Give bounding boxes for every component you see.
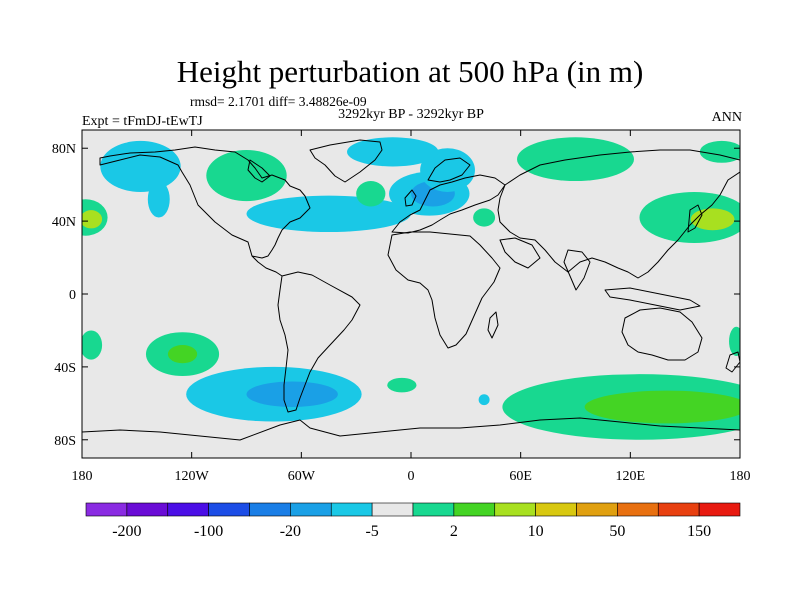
anomaly-region <box>246 381 338 407</box>
lon-tick-label: 120E <box>616 469 646 484</box>
colorbar-swatch <box>85 502 128 517</box>
colorbar-swatch <box>617 502 659 517</box>
lat-tick-label: 0 <box>69 288 76 303</box>
south-america-coast <box>277 271 361 413</box>
colorbar-label: -5 <box>365 523 378 540</box>
season-label: ANN <box>712 110 742 125</box>
colorbar-swatch <box>657 502 700 517</box>
stats-label: rmsd= 2.1701 diff= 3.48826e-09 <box>190 94 367 109</box>
lat-tick-label: 80N <box>52 142 76 157</box>
lat-tick-label: 40S <box>54 361 76 376</box>
lat-tick-label: 40N <box>52 215 76 230</box>
colorbar-swatch <box>494 502 536 517</box>
anomaly-region <box>584 390 740 424</box>
colorbar-swatch <box>453 502 496 517</box>
madagascar-coast <box>487 311 499 339</box>
colorbar-swatch <box>249 502 291 517</box>
anomaly-region <box>100 140 181 192</box>
asia-coast <box>497 149 740 279</box>
anomaly-region <box>167 345 198 364</box>
anomaly-region <box>517 137 634 182</box>
australia-coast <box>621 307 703 361</box>
central-america-coast <box>251 255 283 277</box>
colorbar-swatch <box>208 502 250 517</box>
anomaly-region <box>356 181 386 207</box>
british-isles-coast <box>404 189 417 207</box>
anomaly-region <box>147 181 170 218</box>
colorbar-label: 10 <box>528 523 544 540</box>
europe-coast <box>391 174 506 234</box>
colorbar-swatch <box>126 502 169 517</box>
japan-coast <box>687 204 703 233</box>
colorbar-swatch <box>412 502 455 517</box>
anomaly-region <box>478 394 490 406</box>
axis-layer: 180 120W 60W 0 60E 120E 180 80N 40N 0 40S 80S <box>52 130 751 484</box>
colorbar-swatch <box>330 502 373 517</box>
lon-tick-label: 180 <box>72 469 93 484</box>
anomaly-region <box>206 150 287 202</box>
colorbar-swatch <box>698 502 741 517</box>
colorbar-swatch <box>290 502 332 517</box>
colorbar-swatch <box>371 502 414 517</box>
colorbar-label: -100 <box>194 523 223 540</box>
scandinavia-coast <box>427 157 471 183</box>
anomaly-region <box>246 195 411 233</box>
anomaly-region <box>82 330 103 360</box>
coastlines <box>82 139 740 441</box>
lon-tick-label: 120W <box>175 469 210 484</box>
experiment-label: Expt = tFmDJ-tEwTJ <box>82 114 203 129</box>
greenland-coast <box>309 139 383 183</box>
anomaly-region <box>82 210 103 229</box>
africa-coast <box>387 231 501 349</box>
arabia-coast <box>499 237 541 269</box>
lon-tick-label: 60E <box>509 469 532 484</box>
colorbar-swatch <box>167 502 209 517</box>
anomaly-region <box>729 326 740 356</box>
antarctica-coast <box>82 417 740 441</box>
north-america-coast <box>99 146 311 259</box>
lat-tick-label: 80S <box>54 434 76 449</box>
lon-tick-label: 0 <box>408 469 415 484</box>
anomaly-region <box>690 208 735 231</box>
colorbar-swatch <box>576 502 618 517</box>
colorbar-label: 150 <box>687 523 711 540</box>
colorbar-label: 50 <box>609 523 625 540</box>
indonesia-coast <box>604 287 701 311</box>
anomaly-region <box>473 208 496 227</box>
colorbar: -200 -100 -20 -5 2 10 50 150 <box>85 502 741 540</box>
hudson-bay-coast <box>247 159 271 183</box>
colorbar-label: 2 <box>450 523 458 540</box>
anomaly-region <box>387 377 417 393</box>
colorbar-label: -20 <box>280 523 301 540</box>
period-label: 3292kyr BP - 3292kyr BP <box>338 107 484 122</box>
lon-tick-label: 60W <box>288 469 316 484</box>
colorbar-label: -200 <box>112 523 141 540</box>
india-coast <box>563 249 591 291</box>
figure-title: Height perturbation at 500 hPa (in m) <box>177 54 644 89</box>
colorbar-swatch <box>535 502 577 517</box>
anomaly-region <box>347 137 439 167</box>
lon-tick-label: 180 <box>730 469 751 484</box>
